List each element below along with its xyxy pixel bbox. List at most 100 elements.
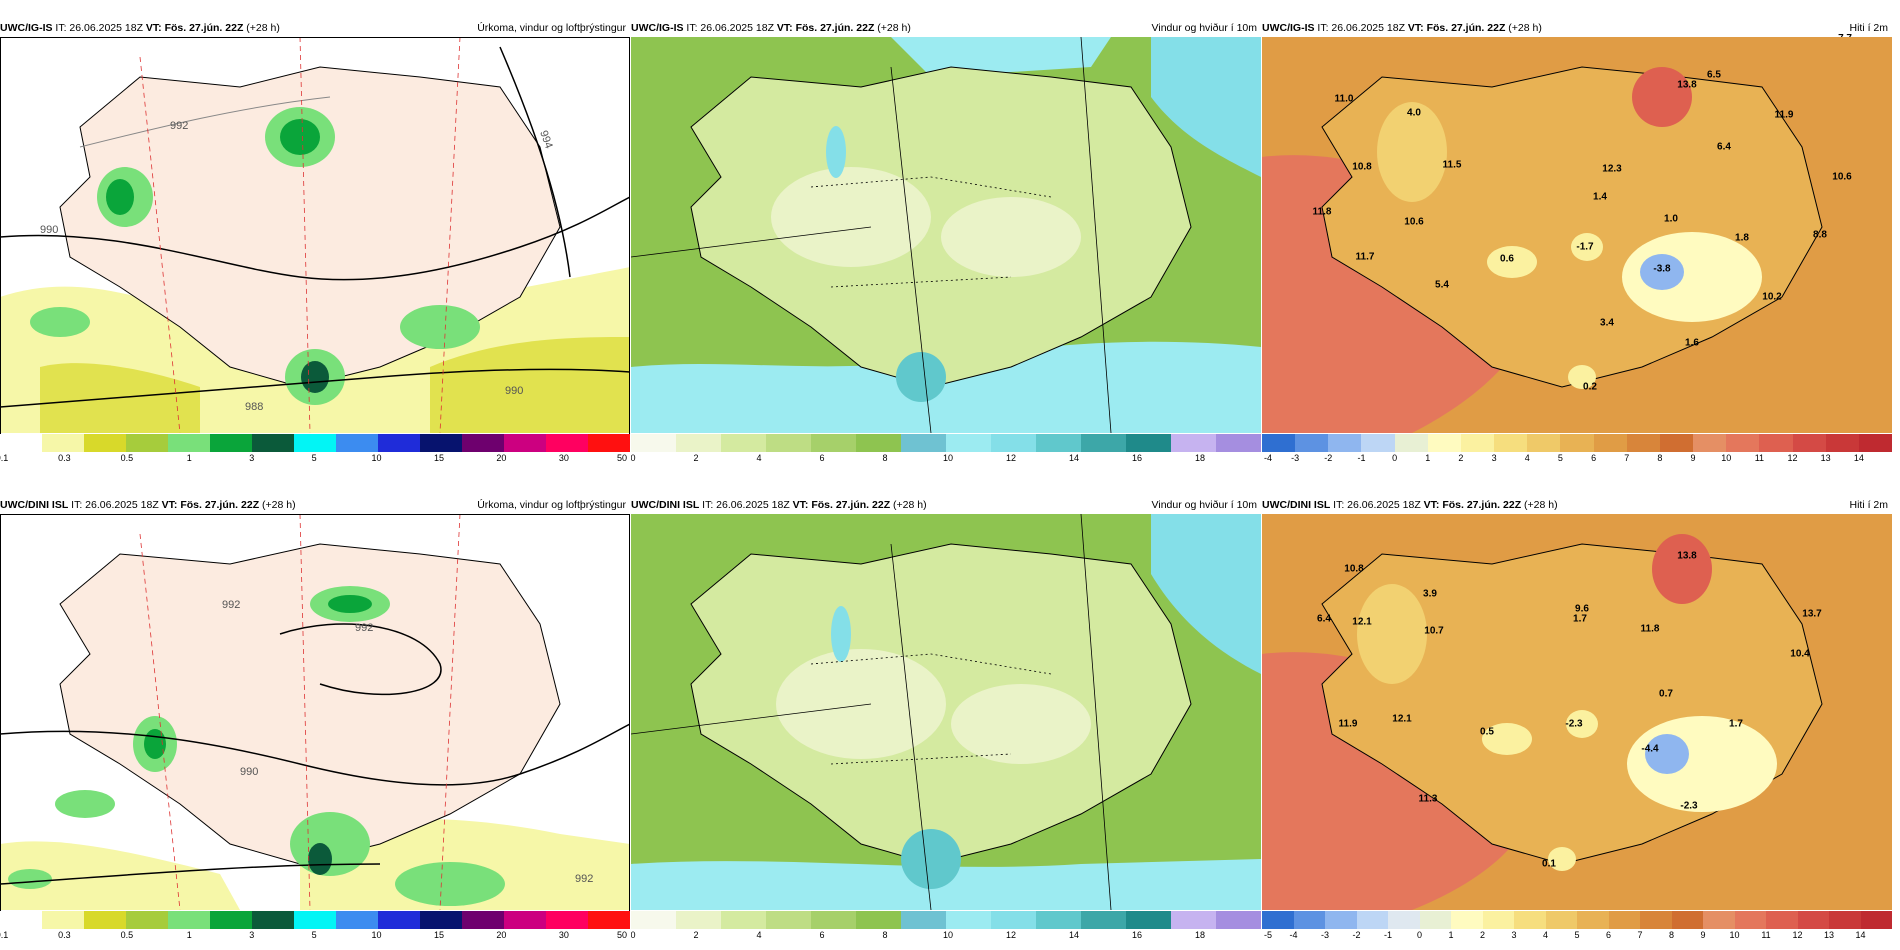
valid-time: VT: Fös. 27.jún. 22Z	[145, 22, 244, 34]
temperature-value-label: 0.7	[1659, 688, 1673, 700]
colorbar-tick-label: 2	[693, 930, 699, 940]
temperature-value-label: 11.5	[1442, 159, 1462, 171]
temperature-value-label: 11.3	[1418, 793, 1438, 805]
colorbar-tick-label: -4	[1263, 453, 1273, 463]
colorbar-swatch	[1482, 911, 1514, 929]
colorbar-swatch	[1081, 911, 1126, 929]
colorbar-swatch	[294, 911, 336, 929]
colorbar-swatch	[1216, 434, 1261, 452]
temperature-value-label: 10.6	[1832, 171, 1852, 183]
colorbar-tick-label: 10	[942, 453, 954, 463]
temp-map-svg	[1262, 37, 1892, 433]
colorbar-tick-label: 4	[1542, 930, 1549, 940]
lead-time: (+28 h)	[1524, 499, 1558, 511]
panel-title: Vindur og hviður í 10m	[1151, 499, 1257, 511]
init-time: IT: 26.06.2025 18Z	[1317, 22, 1405, 34]
colorbar-tick-label: 11	[1754, 453, 1765, 463]
lead-time: (+28 h)	[246, 22, 280, 34]
colorbar-tick-label: 3	[1491, 453, 1497, 463]
wind-map-svg	[631, 37, 1261, 433]
colorbar-tick-label: -3	[1320, 930, 1330, 940]
precip-colorbar-ticks: 0.1 0.3 0.5 1 3 5 10 15 20 30 50	[0, 452, 630, 466]
colorbar-swatch	[1171, 911, 1216, 929]
precip-panel-bottom: UWC/DINI ISL IT: 26.06.2025 18Z VT: Fös.…	[0, 477, 630, 950]
colorbar-swatch	[546, 434, 588, 452]
colorbar-swatch	[1860, 911, 1892, 929]
colorbar-tick-label: 0.5	[120, 453, 134, 463]
colorbar-swatch	[766, 434, 811, 452]
colorbar-tick-label: 0.1	[0, 453, 9, 463]
isobar-label: 992	[355, 622, 373, 634]
panel-title: Hiti í 2m	[1849, 499, 1888, 511]
colorbar-swatch	[252, 911, 294, 929]
temperature-value-label: 12.1	[1392, 713, 1412, 725]
colorbar-tick-label: 1	[1448, 930, 1454, 940]
colorbar-swatch	[1858, 434, 1892, 452]
colorbar-tick-label: 0	[1416, 930, 1423, 940]
temperature-value-label: 1.7	[1573, 613, 1587, 625]
precip-map-svg: 992 992 990 992	[0, 514, 630, 910]
colorbar-tick-label: 15	[433, 453, 444, 463]
colorbar-tick-label: 14	[1068, 930, 1080, 940]
temperature-value-label: 1.7	[1729, 718, 1743, 730]
colorbar-swatch	[210, 434, 252, 452]
temp-panel-bottom: UWC/DINI ISL IT: 26.06.2025 18Z VT: Fös.…	[1262, 477, 1892, 950]
colorbar-swatch	[420, 434, 462, 452]
colorbar-tick-label: 12	[1787, 453, 1798, 463]
colorbar-tick-label: 11	[1761, 930, 1771, 940]
colorbar-tick-label: 14	[1855, 930, 1866, 940]
lead-time: (+28 h)	[893, 499, 927, 511]
model-name: UWC/DINI ISL	[0, 499, 69, 511]
colorbar-tick-label: 1	[186, 453, 192, 463]
temp-label-layer-top: 11.0 4.0 10.8 13.8 6.5 11.9 11.8 11.5 12.3 6.4 10.…	[1262, 37, 1892, 433]
colorbar-tick-label: 50	[616, 453, 628, 463]
colorbar-tick-label: 14	[1068, 453, 1080, 463]
colorbar-tick-label: 2	[1479, 930, 1486, 940]
colorbar-swatch	[631, 911, 676, 929]
colorbar-tick-label: 5	[311, 453, 317, 463]
colorbar-swatch	[546, 911, 588, 929]
temperature-value-label: 11.7	[1355, 251, 1375, 263]
precip-map-svg: 992 990 988 990 994	[0, 37, 630, 433]
colorbar-swatch	[1126, 434, 1171, 452]
colorbar-tick-label: 8	[1668, 930, 1675, 940]
colorbar-swatch	[1703, 911, 1735, 929]
colorbar-swatch	[1608, 911, 1640, 929]
colorbar-swatch	[504, 434, 546, 452]
colorbar-swatch	[420, 911, 462, 929]
colorbar-tick-label: 0.5	[120, 930, 134, 940]
colorbar-swatch	[1797, 911, 1829, 929]
colorbar-tick-label: -1	[1357, 453, 1366, 463]
colorbar-tick-label: 10	[371, 930, 382, 940]
panel-header: UWC/IG-IS IT: 26.06.2025 18Z VT: Fös. 27…	[1262, 20, 1892, 36]
precip-colorbar-ticks: 0.1 0.3 0.5 1 3 5 10 15 20 30 50	[0, 929, 630, 943]
colorbar-swatch	[676, 434, 721, 452]
colorbar-swatch	[126, 911, 168, 929]
panel-header: UWC/DINI ISL IT: 26.06.2025 18Z VT: Fös.…	[631, 497, 1261, 513]
panel-header: UWC/DINI ISL IT: 26.06.2025 18Z VT: Fös.…	[1262, 497, 1892, 513]
temperature-value-label: 0.2	[1583, 381, 1597, 393]
isobar-label: 992	[575, 873, 593, 885]
colorbar-swatch	[336, 911, 378, 929]
colorbar-swatch	[1036, 911, 1081, 929]
wind-panel-bottom: UWC/DINI ISL IT: 26.06.2025 18Z VT: Fös.…	[631, 477, 1261, 950]
temperature-value-label: 11.8	[1312, 206, 1332, 218]
colorbar-swatch	[462, 911, 504, 929]
colorbar-tick-label: 5	[311, 930, 317, 940]
colorbar-swatch	[1262, 434, 1296, 452]
wind-colorbar-ticks: 0 2 4 6 8 10 12 14 16 18	[631, 929, 1261, 943]
valid-time: VT: Fös. 27.jún. 22Z	[1407, 22, 1506, 34]
colorbar-swatch	[1560, 434, 1594, 452]
colorbar-tick-label: -4	[1289, 930, 1298, 940]
colorbar-swatch	[1293, 911, 1325, 929]
panel-title: Úrkoma, vindur og loftþrýstingur	[477, 499, 626, 511]
colorbar-tick-label: 8	[1657, 453, 1663, 463]
colorbar-swatch	[721, 911, 766, 929]
colorbar-tick-label: 10	[371, 453, 382, 463]
temperature-value-label: 1.8	[1735, 232, 1749, 244]
colorbar-swatch	[1295, 434, 1329, 452]
colorbar-swatch	[588, 434, 630, 452]
colorbar-tick-label: 3	[249, 453, 255, 463]
valid-time: VT: Fös. 27.jún. 22Z	[792, 499, 891, 511]
colorbar-swatch	[1545, 911, 1577, 929]
